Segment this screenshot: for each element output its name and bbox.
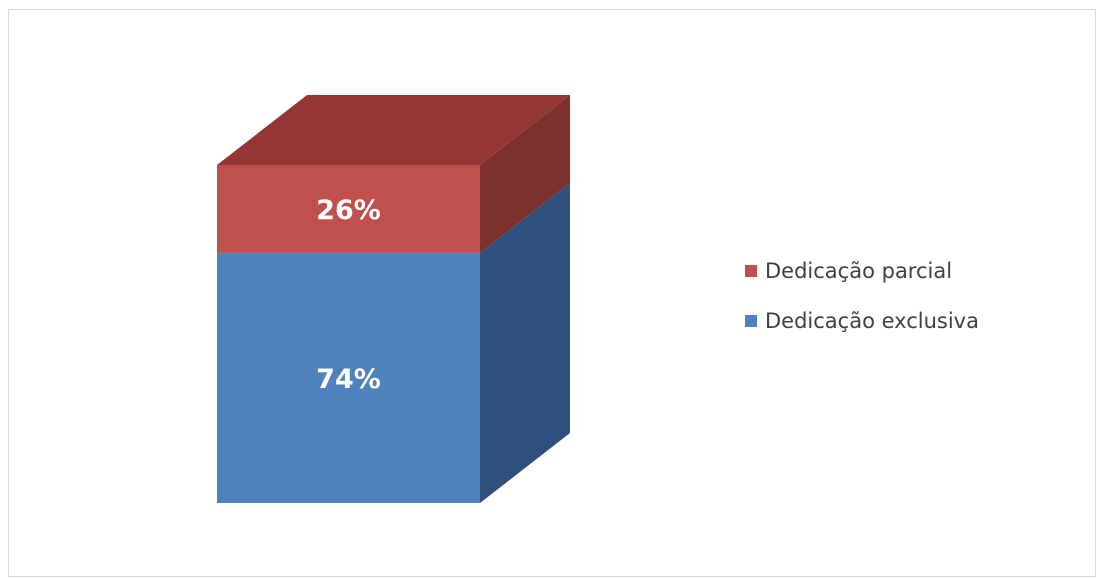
bar-segment-dedicacao-parcial	[217, 165, 480, 253]
bar-group	[217, 95, 570, 503]
legend: Dedicação parcial Dedicação exclusiva	[745, 259, 979, 333]
legend-label-dedicacao-parcial: Dedicação parcial	[765, 259, 952, 283]
legend-swatch-dedicacao-exclusiva	[745, 315, 757, 327]
bar-segment-dedicacao-exclusiva	[217, 252, 480, 503]
data-label-dedicacao-exclusiva: 74%	[316, 364, 381, 395]
bar-side-dedicacao-exclusiva	[480, 182, 570, 503]
bar-side-dedicacao-parcial	[480, 95, 570, 253]
data-labels: 74% 26%	[316, 195, 381, 395]
data-label-dedicacao-parcial: 26%	[316, 195, 381, 226]
legend-swatch-dedicacao-parcial	[745, 265, 757, 277]
bar-top-dedicacao-parcial	[217, 95, 570, 165]
legend-label-dedicacao-exclusiva: Dedicação exclusiva	[765, 309, 979, 333]
